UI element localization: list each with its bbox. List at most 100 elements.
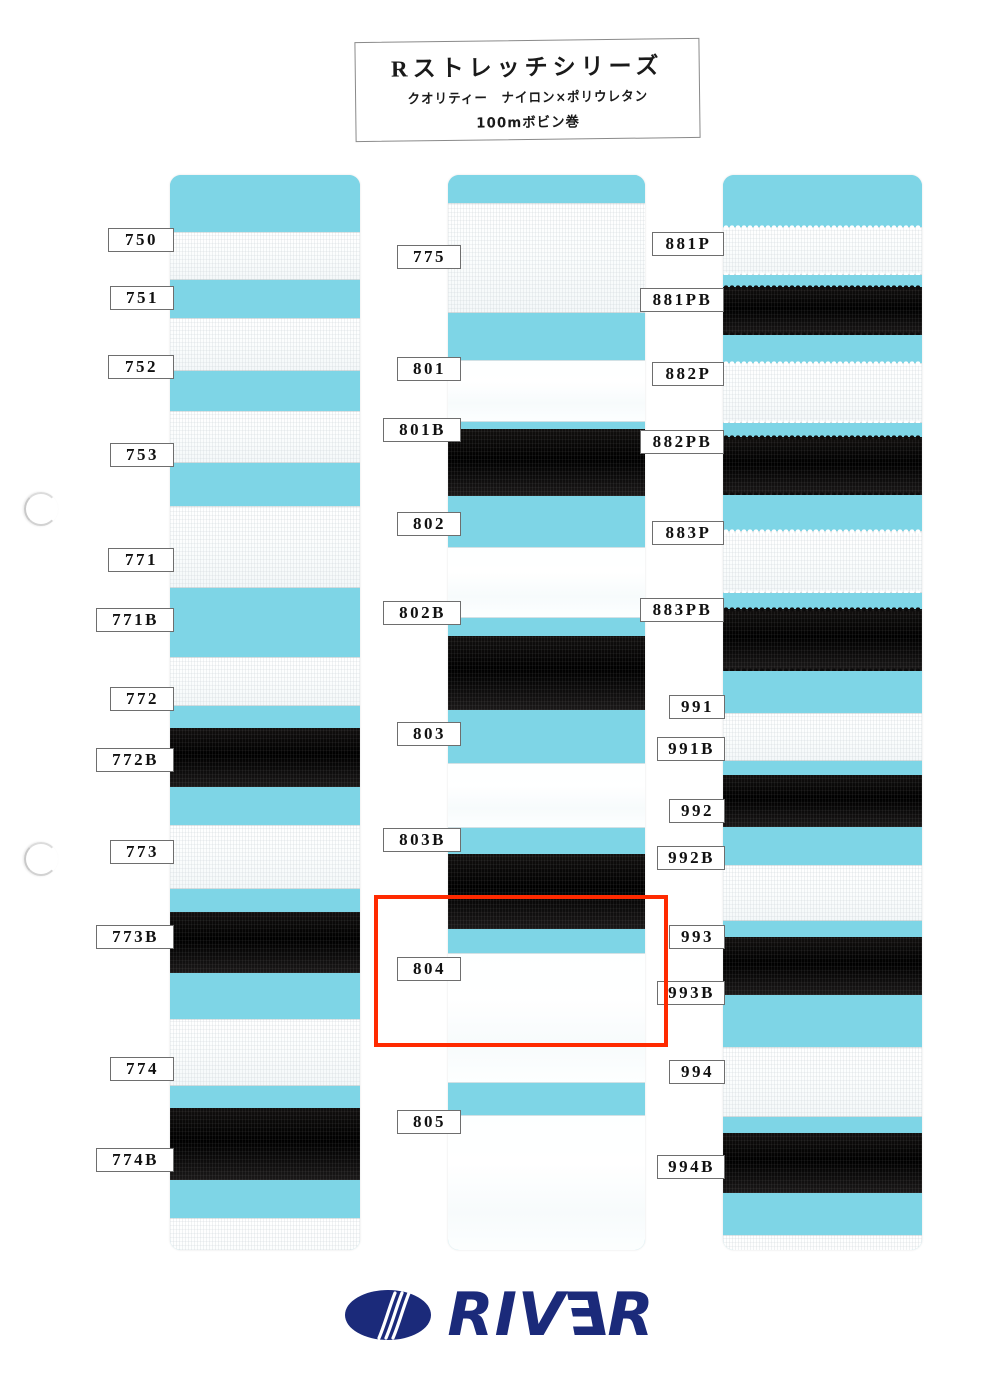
swatch-code-label-994[interactable]: 994 [669,1060,725,1084]
swatch-code-label-992B[interactable]: 992B [657,846,725,870]
swatch-code-label-752[interactable]: 752 [108,355,174,379]
swatch-band-tape-black [723,1133,922,1193]
swatch-code-label-803[interactable]: 803 [397,722,461,746]
logo-text-after: R [607,1280,655,1350]
swatch-band-tape-black [170,728,360,787]
river-logo-text: RIV E R [447,1280,655,1350]
swatch-band-tape-black [448,636,645,710]
swatch-band-tape-black [448,429,645,496]
swatch-code-label-774[interactable]: 774 [110,1057,174,1081]
swatch-band-cyan [170,280,360,318]
title-line-2: クオリティー ナイロン×ポリウレタン [407,88,649,108]
swatch-band-tape-white [723,1235,922,1250]
swatch-code-label-883PB[interactable]: 883PB [640,598,724,622]
swatch-code-label-775[interactable]: 775 [397,245,461,269]
swatch-band-cyan [448,313,645,360]
picot-edge-top [723,529,922,534]
swatch-band-cyan [723,275,922,287]
swatch-band-cyan [723,335,922,363]
picot-edge-top [723,225,922,230]
swatch-code-label-991[interactable]: 991 [669,695,725,719]
swatch-band-cyan [448,929,645,953]
picot-edge-top [723,435,922,440]
swatch-column-middle [448,175,645,1250]
swatch-band-tape-white [170,825,360,889]
swatch-band-tape-white [170,1019,360,1086]
logo-text-before: RIV [447,1280,566,1350]
swatch-code-label-993[interactable]: 993 [669,925,725,949]
swatch-band-tape-black [723,937,922,995]
swatch-code-label-803B[interactable]: 803B [383,828,461,852]
swatch-band-tape-black [170,912,360,973]
swatch-band-tape-satin [448,953,645,1083]
swatch-band-cyan [448,618,645,636]
swatch-code-label-802[interactable]: 802 [397,512,461,536]
swatch-band-tape-white [170,318,360,371]
swatch-code-label-774B[interactable]: 774B [96,1148,174,1172]
swatch-band-tape-white-picot [723,529,922,595]
swatch-band-cyan [448,1083,645,1115]
swatch-band-cyan [723,1117,922,1133]
swatch-code-label-802B[interactable]: 802B [383,601,461,625]
picot-edge-top [723,285,922,290]
swatch-code-label-772B[interactable]: 772B [96,748,174,772]
swatch-band-tape-black [723,775,922,827]
river-logo-mark-icon [345,1290,432,1340]
title-line-1: Rストレッチシリーズ [390,53,664,82]
swatch-band-cyan [170,787,360,825]
swatch-band-cyan [723,995,922,1047]
swatch-band-tape-black [448,854,645,929]
swatch-band-cyan [723,761,922,775]
swatch-band-tape-black [170,1108,360,1180]
swatch-band-cyan [448,496,645,547]
swatch-code-label-753[interactable]: 753 [110,443,174,467]
swatch-code-label-771B[interactable]: 771B [96,608,174,632]
swatch-code-label-771[interactable]: 771 [108,548,174,572]
binder-punch-hole-top [24,492,58,526]
swatch-band-cyan [723,593,922,609]
swatch-band-tape-white [170,411,360,463]
swatch-band-tape-satin [448,763,645,828]
swatch-band-cyan [723,1193,922,1235]
swatch-band-cyan [723,495,922,531]
swatch-code-label-772[interactable]: 772 [110,687,174,711]
swatch-band-cyan [170,973,360,1019]
swatch-band-tape-satin [448,547,645,618]
binder-punch-hole-bottom [24,842,58,876]
swatch-band-tape-white [723,1047,922,1117]
swatch-code-label-801[interactable]: 801 [397,357,461,381]
swatch-code-label-805[interactable]: 805 [397,1110,461,1134]
swatch-band-tape-white [170,1218,360,1250]
swatch-column-left [170,175,360,1250]
picot-edge-bottom [723,332,922,337]
swatch-code-label-801B[interactable]: 801B [383,418,461,442]
swatch-band-tape-white [723,713,922,761]
picot-edge-top [723,361,922,366]
swatch-code-label-991B[interactable]: 991B [657,737,725,761]
swatch-code-label-751[interactable]: 751 [110,286,174,310]
river-logo: RIV E R [0,1280,1000,1350]
swatch-band-cyan [170,889,360,912]
swatch-code-label-804[interactable]: 804 [397,957,461,981]
highlight-box-804[interactable] [374,895,668,1047]
picot-edge-bottom [723,420,922,425]
swatch-code-label-883P[interactable]: 883P [652,521,724,545]
picot-edge-top [723,607,922,612]
swatch-code-label-994B[interactable]: 994B [657,1155,725,1179]
picot-edge-bottom [723,272,922,277]
swatch-code-label-993B[interactable]: 993B [657,981,725,1005]
swatch-band-tape-white [170,232,360,280]
swatch-code-label-992[interactable]: 992 [669,799,725,823]
swatch-band-cyan [170,706,360,728]
swatch-code-label-882P[interactable]: 882P [652,362,724,386]
picot-edge-bottom [723,590,922,595]
swatch-code-label-882PB[interactable]: 882PB [640,430,724,454]
swatch-code-label-881P[interactable]: 881P [652,232,724,256]
swatch-band-tape-white [170,657,360,706]
swatch-code-label-773B[interactable]: 773B [96,925,174,949]
swatch-code-label-773[interactable]: 773 [110,840,174,864]
swatch-code-label-881PB[interactable]: 881PB [640,288,724,312]
swatch-band-tape-black-picot [723,285,922,337]
title-line-3: 100mボビン巻 [475,114,580,132]
swatch-code-label-750[interactable]: 750 [108,228,174,252]
